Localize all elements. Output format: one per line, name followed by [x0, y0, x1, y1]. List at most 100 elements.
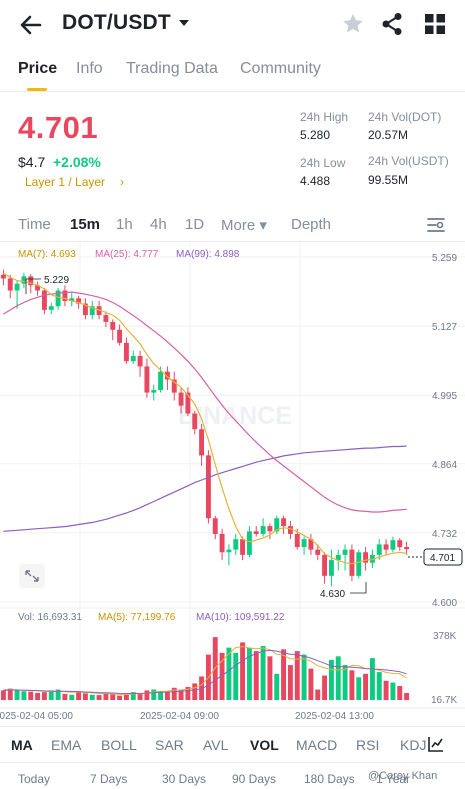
share-icon[interactable] [381, 12, 403, 36]
candle-body [253, 531, 259, 534]
star-icon[interactable] [341, 12, 365, 36]
stat-high-label: 24h High [300, 110, 349, 124]
tab-info[interactable]: Info [76, 60, 103, 77]
range-1-year[interactable]: 1 Year [376, 772, 411, 786]
expand-chart-icon[interactable] [19, 564, 45, 588]
range-7-days[interactable]: 7 Days [90, 772, 128, 786]
volume-bar [404, 693, 410, 700]
price-axis-label: 4.864 [432, 460, 457, 471]
candle-body [404, 547, 410, 550]
volume-bar [178, 689, 184, 700]
candle-body [363, 552, 369, 563]
candle-body [205, 455, 211, 519]
tf-depth[interactable]: Depth [291, 216, 332, 233]
tf-15m[interactable]: 15m [70, 216, 101, 233]
stat-vol-base-label: 24h Vol(DOT) [368, 110, 442, 124]
range-30-days[interactable]: 30 Days [162, 772, 207, 786]
indicator-avl[interactable]: AVL [203, 737, 229, 753]
volume-bar [164, 691, 170, 700]
volume-bar [28, 691, 34, 700]
volume-bar [158, 691, 164, 700]
candle-body [76, 298, 82, 304]
chart-settings-icon[interactable] [426, 216, 446, 234]
candle-body [144, 366, 150, 393]
range-180-days[interactable]: 180 Days [304, 772, 355, 786]
volume-bar [363, 673, 369, 700]
candle-body [267, 526, 273, 532]
candle-body [192, 413, 198, 430]
volume-bar [7, 688, 13, 700]
volume-bar [240, 642, 246, 700]
volume-bar [21, 691, 27, 700]
candle-body [137, 355, 143, 367]
candle-body [219, 533, 225, 553]
indicator-macd[interactable]: MACD [296, 737, 338, 753]
tf-4h[interactable]: 4h [150, 216, 167, 233]
indicator-chart-icon[interactable] [428, 736, 444, 752]
last-price: 4.701 [18, 110, 99, 145]
volume-bar [253, 651, 259, 700]
candle-body [14, 283, 20, 291]
price-axis-label: 4.600 [432, 598, 457, 609]
volume-bar [315, 689, 321, 700]
volume-bar [117, 695, 123, 700]
candle-body [212, 518, 218, 534]
volume-bar [281, 649, 287, 700]
tf-1h[interactable]: 1h [116, 216, 133, 233]
volume-bar [89, 694, 95, 700]
chevron-right-icon[interactable]: › [120, 175, 124, 189]
candle-body [96, 306, 102, 316]
volume-bar [274, 673, 280, 700]
candle-body [315, 549, 321, 555]
candle-body [390, 540, 396, 550]
candlestick-chart[interactable]: BINANCE MA(7): 4.693 MA(25): 4.777 MA(99… [0, 242, 465, 722]
volume-bar [96, 695, 102, 700]
ma99-legend: MA(99): 4.898 [176, 249, 240, 260]
volume-legend: Vol: 16,693.31 [18, 612, 82, 623]
candle-body [226, 549, 232, 553]
grid-icon[interactable] [424, 13, 446, 35]
range-today[interactable]: Today [18, 772, 51, 786]
candle-body [397, 540, 403, 548]
tf-time[interactable]: Time [18, 216, 51, 233]
ma7-legend: MA(7): 4.693 [18, 249, 76, 260]
volume-bars [0, 637, 410, 700]
indicator-sar[interactable]: SAR [155, 737, 184, 753]
pair-title[interactable]: DOT/USDT [62, 11, 171, 34]
candle-body [103, 315, 109, 322]
current-price-box [423, 548, 463, 566]
candle-body [21, 276, 27, 284]
candle-body [274, 518, 280, 532]
indicator-ma[interactable]: MA [11, 737, 33, 753]
price-axis-label: 4.995 [432, 391, 457, 402]
indicator-ema[interactable]: EMA [51, 737, 82, 753]
back-arrow-icon[interactable] [18, 12, 44, 38]
candle-body [110, 321, 116, 330]
stat-vol-quote-label: 24h Vol(USDT) [368, 154, 449, 168]
time-axis-label: 2025-02-04 09:00 [140, 711, 219, 722]
category-tag[interactable]: Layer 1 / Layer [25, 175, 106, 189]
volume-ma5-line [3, 646, 407, 695]
candle-body [28, 276, 34, 286]
tab-trading-data[interactable]: Trading Data [126, 60, 218, 77]
tab-community[interactable]: Community [240, 60, 321, 77]
ma25-legend: MA(25): 4.777 [95, 249, 159, 260]
candle-body [185, 392, 191, 414]
volume-bar [349, 670, 355, 700]
range-90-days[interactable]: 90 Days [232, 772, 277, 786]
volume-axis-label: 16.7K [431, 695, 457, 706]
indicator-kdj[interactable]: KDJ [400, 737, 427, 753]
caret-down-icon[interactable] [176, 15, 192, 31]
indicator-vol[interactable]: VOL [250, 737, 279, 753]
indicator-boll[interactable]: BOLL [101, 737, 137, 753]
tf-1d[interactable]: 1D [185, 216, 205, 233]
chart-grid [0, 242, 465, 709]
tf-more[interactable]: More ▾ [221, 217, 267, 234]
low-marker-line [350, 582, 367, 594]
volume-bar [335, 656, 341, 700]
volume-bar [219, 652, 225, 700]
tab-price[interactable]: Price [18, 60, 58, 77]
candle-body [123, 342, 129, 362]
indicator-rsi[interactable]: RSI [356, 737, 380, 753]
ma7-line [3, 272, 407, 565]
